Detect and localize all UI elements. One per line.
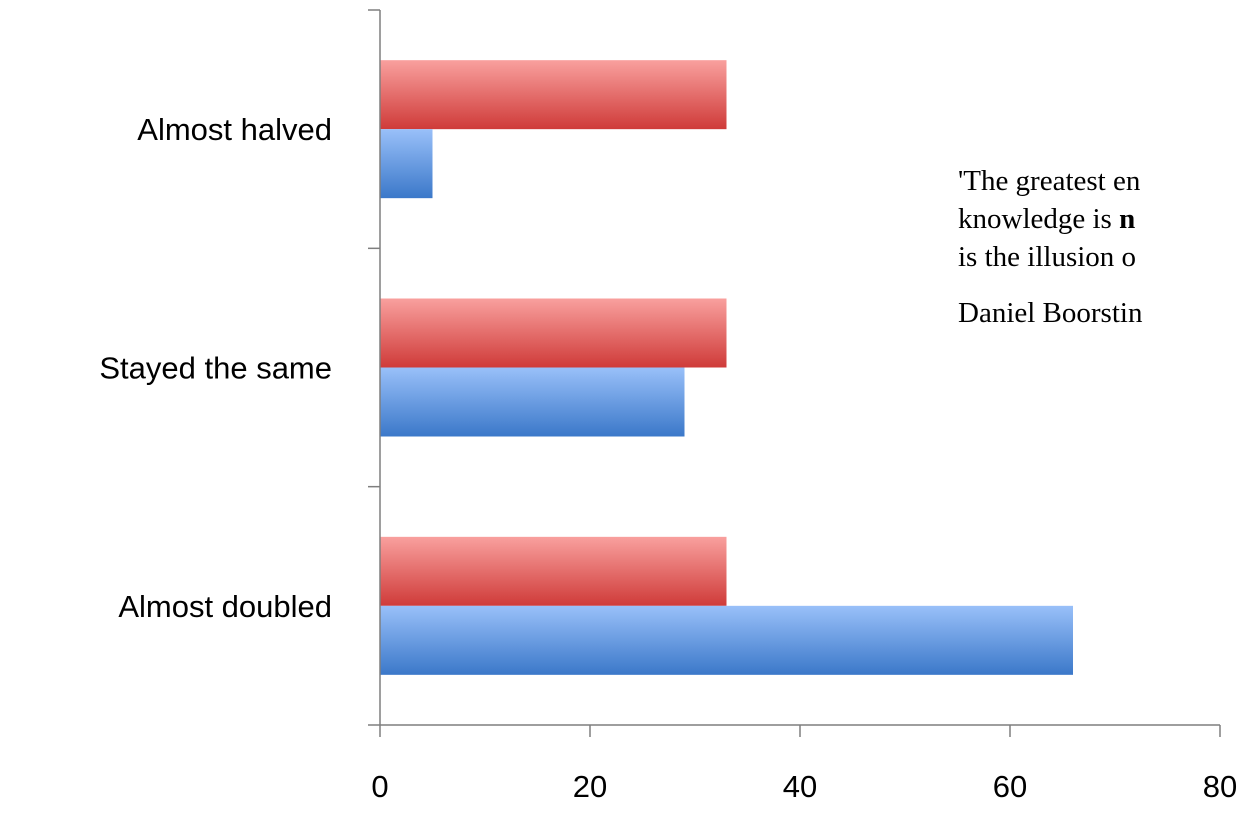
bar-red-2 bbox=[380, 298, 727, 368]
quote-line-2-bold: n bbox=[1119, 203, 1136, 235]
quote-line-1: 'The greatest en bbox=[958, 165, 1141, 197]
category-label: Almost halved bbox=[137, 112, 332, 147]
x-tick-label: 20 bbox=[573, 769, 607, 804]
quote-line-2: knowledge is n bbox=[958, 200, 1248, 238]
bar-blue-3 bbox=[380, 605, 1073, 675]
bar-blue-1 bbox=[380, 129, 433, 199]
bar-blue-2 bbox=[380, 367, 685, 437]
quote-text-box: 'The greatest en knowledge is n is the i… bbox=[958, 162, 1248, 332]
quote-author: Daniel Boorstin bbox=[958, 297, 1143, 329]
category-label: Stayed the same bbox=[99, 351, 332, 386]
bar-red-3 bbox=[380, 536, 727, 606]
x-tick-label: 60 bbox=[993, 769, 1027, 804]
labels-layer: Almost halved Stayed the same Almost doubl… bbox=[99, 112, 1237, 804]
bar-red-1 bbox=[380, 60, 727, 130]
x-tick-label: 80 bbox=[1203, 769, 1237, 804]
quote-line-2-text: knowledge is bbox=[958, 203, 1120, 235]
bars-layer bbox=[380, 60, 1073, 675]
x-tick-label: 40 bbox=[783, 769, 817, 804]
quote-line-3: is the illusion o bbox=[958, 241, 1137, 273]
category-label: Almost doubled bbox=[118, 589, 332, 624]
axes-layer bbox=[368, 9, 1221, 737]
x-tick-label: 0 bbox=[371, 769, 388, 804]
